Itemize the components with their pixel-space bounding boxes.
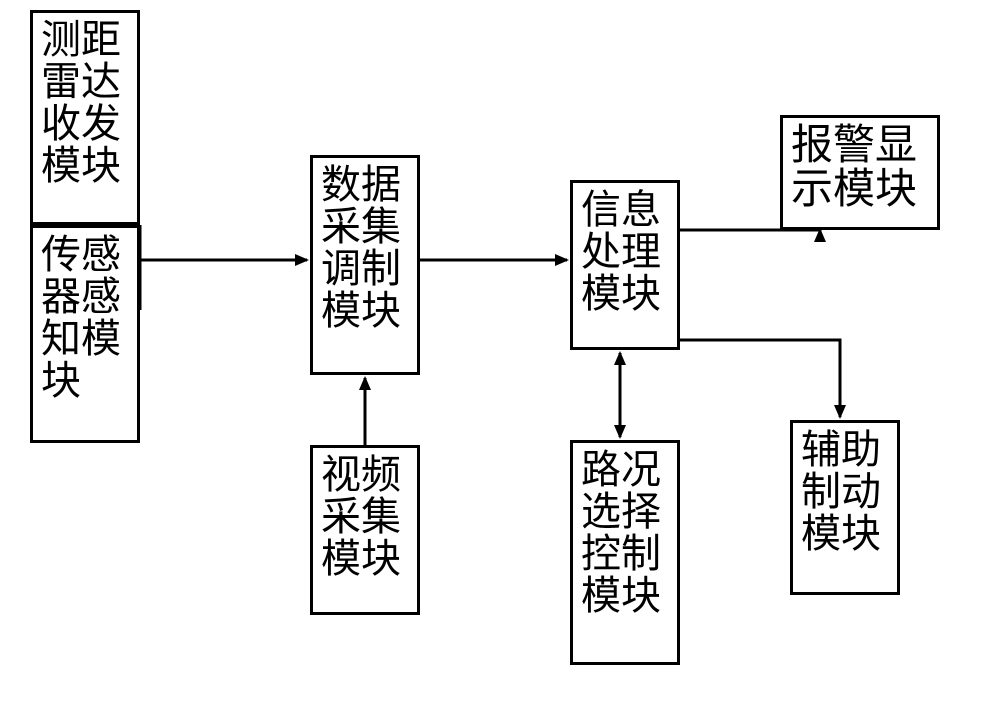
node-info-label: 信息 处理 模块 xyxy=(581,189,661,315)
node-video: 视频 采集 模块 xyxy=(310,445,420,615)
diagram-canvas: 测距 雷达 收发 模块 传感 器感 知模 块 数据 采集 调制 模块 视频 采集… xyxy=(0,0,1000,720)
node-video-label: 视频 采集 模块 xyxy=(321,454,401,580)
edges-layer xyxy=(0,0,1000,720)
node-alarm-label: 报警显 示模块 xyxy=(791,124,917,212)
node-alarm: 报警显 示模块 xyxy=(780,115,940,230)
node-radar: 测距 雷达 收发 模块 xyxy=(30,10,140,225)
node-road: 路况 选择 控制 模块 xyxy=(570,440,680,665)
node-brake-label: 辅助 制动 模块 xyxy=(801,429,881,555)
node-brake: 辅助 制动 模块 xyxy=(790,420,900,595)
edge-info-brake xyxy=(680,340,840,417)
node-daq-label: 数据 采集 调制 模块 xyxy=(321,164,401,332)
node-road-label: 路况 选择 控制 模块 xyxy=(581,449,661,617)
node-radar-label: 测距 雷达 收发 模块 xyxy=(41,19,121,187)
node-sensor: 传感 器感 知模 块 xyxy=(30,225,140,443)
node-daq: 数据 采集 调制 模块 xyxy=(310,155,420,375)
node-sensor-label: 传感 器感 知模 块 xyxy=(41,234,121,402)
node-info: 信息 处理 模块 xyxy=(570,180,680,350)
